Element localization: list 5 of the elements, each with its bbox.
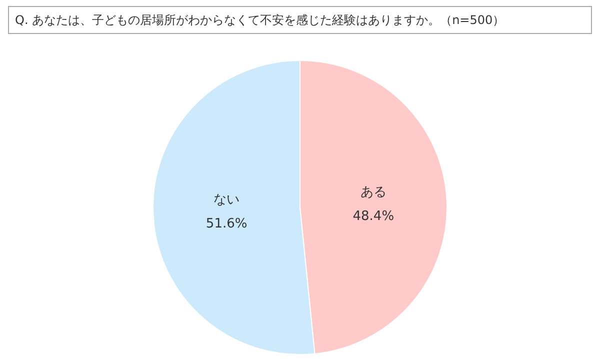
data-label: 51.6%	[206, 216, 248, 232]
data-label: 48.4%	[352, 209, 394, 224]
slice-label: ある	[360, 185, 386, 200]
chart-title: Q. あなたは、子どもの居場所がわからなくて不安を感じた経験はありますか。（n=500）	[8, 6, 592, 34]
slice-label: ない	[214, 192, 240, 208]
